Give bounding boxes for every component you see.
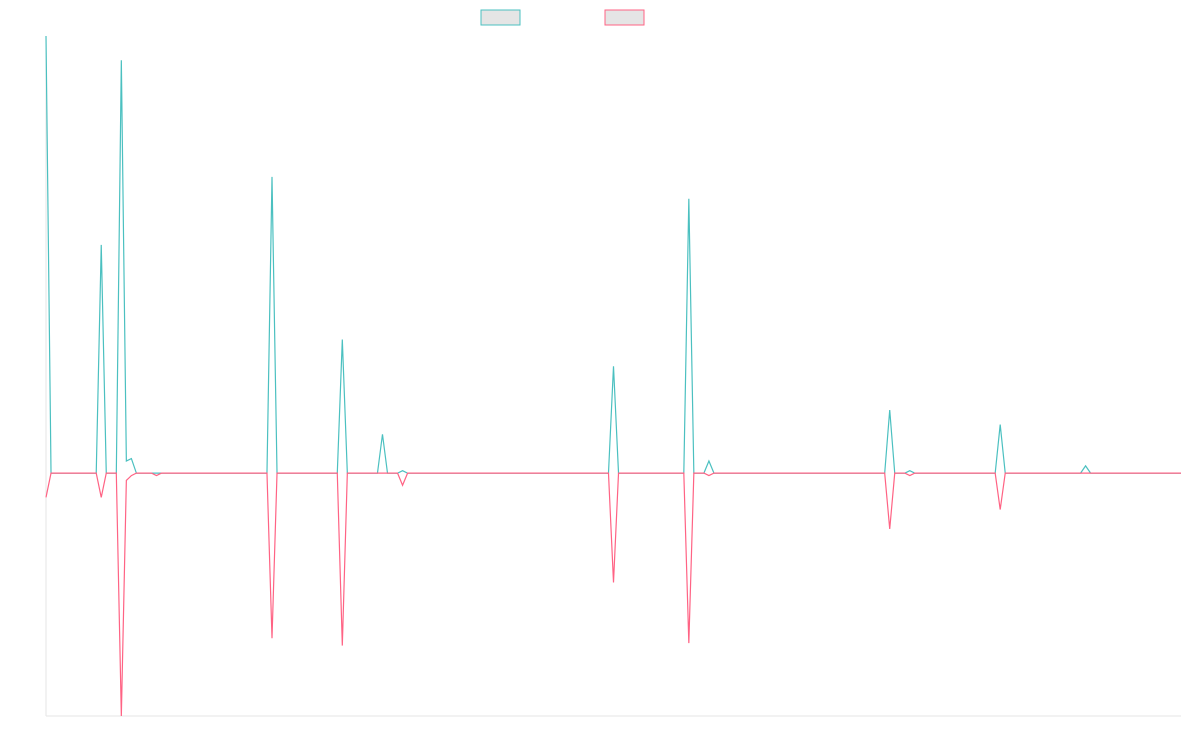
legend-swatch-2 [604,9,645,26]
series-line-1 [45,35,1181,474]
chart-legend [480,9,645,26]
series-line-2 [45,472,1181,717]
chart-series-lines [45,35,1181,717]
legend-swatch-1 [480,9,521,26]
chart-axes [45,36,1181,717]
